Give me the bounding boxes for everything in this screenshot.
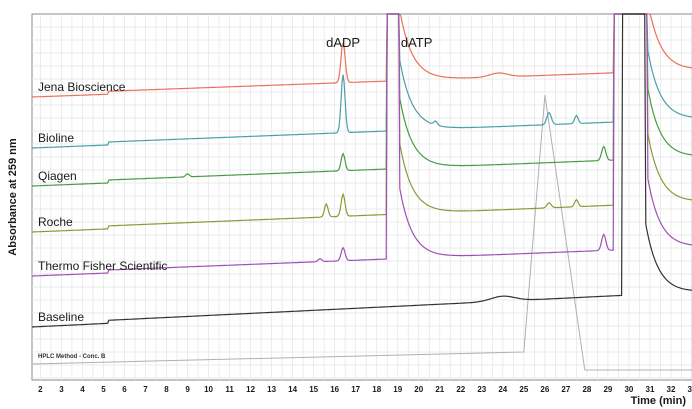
x-tick-label: 8 — [164, 385, 169, 394]
x-tick-label: 15 — [309, 385, 318, 394]
series-label-5: Baseline — [38, 310, 84, 324]
x-tick-label: 7 — [143, 385, 148, 394]
series-labels: Jena Bioscience Bioline Qiagen Roche Thermo … — [38, 80, 167, 324]
series-label-1: Bioline — [38, 131, 74, 145]
x-tick-label: 24 — [498, 385, 507, 394]
x-tick-label: 11 — [225, 385, 234, 394]
x-tick-label: 25 — [519, 385, 528, 394]
trace-line-3 — [32, 13, 692, 233]
method-label: HPLC Method - Conc. B — [38, 354, 106, 360]
x-tick-label: 19 — [393, 385, 402, 394]
series-label-2: Qiagen — [38, 169, 77, 183]
trace-line-4 — [32, 13, 692, 277]
x-tick-label: 18 — [372, 385, 381, 394]
x-tick-label: 29 — [603, 385, 612, 394]
series-label-3: Roche — [38, 215, 73, 229]
method-gradient: HPLC Method - Conc. B — [31, 94, 692, 371]
peak-label-1: dATP — [401, 35, 433, 50]
x-tick-label: 16 — [330, 385, 339, 394]
x-tick-label: 20 — [414, 385, 423, 394]
x-tick-label: 10 — [204, 385, 213, 394]
x-tick-label: 9 — [185, 385, 190, 394]
series-label-0: Jena Bioscience — [38, 80, 126, 94]
x-tick-label: 26 — [540, 385, 549, 394]
x-axis-label: Time (min) — [631, 395, 687, 407]
x-tick-label: 22 — [456, 385, 465, 394]
plot-area — [31, 13, 692, 381]
x-tick-label: 5 — [101, 385, 106, 394]
peak-labels: dADP dATP — [326, 35, 432, 50]
x-tick-label: 14 — [288, 385, 297, 394]
x-tick-label: 30 — [624, 385, 633, 394]
x-tick-label: 17 — [351, 385, 360, 394]
trace-line-2 — [32, 13, 692, 187]
x-tick-label: 28 — [582, 385, 591, 394]
x-tick-label: 32 — [667, 385, 676, 394]
grid-lines — [32, 14, 692, 380]
x-tick-labels: 2 3 4 5 6 7 8 9 10 11 12 13 14 15 16 17 18 19 20 21 22 23 24 25… — [38, 385, 692, 394]
x-tick-label: 3 — [59, 385, 64, 394]
x-tick-label: 27 — [561, 385, 570, 394]
x-tick-label: 23 — [477, 385, 486, 394]
x-tick-label: 12 — [246, 385, 255, 394]
trace-line-1 — [32, 13, 692, 149]
series-label-4: Thermo Fisher Scientific — [38, 259, 167, 273]
x-tick-label: 6 — [122, 385, 127, 394]
x-tick-label: 21 — [435, 385, 444, 394]
x-tick-label: 13 — [267, 385, 276, 394]
x-tick-label: 31 — [646, 385, 655, 394]
trace-group — [31, 13, 692, 328]
x-tick-label: 33 — [688, 385, 692, 394]
x-tick-label: 2 — [38, 385, 43, 394]
x-tick-label: 4 — [80, 385, 85, 394]
y-axis-label: Absorbance at 259 nm — [7, 138, 19, 256]
trace-line-5 — [31, 13, 692, 328]
method-gradient-line — [31, 94, 692, 371]
peak-label-0: dADP — [326, 35, 360, 50]
trace-line-0 — [32, 13, 692, 98]
